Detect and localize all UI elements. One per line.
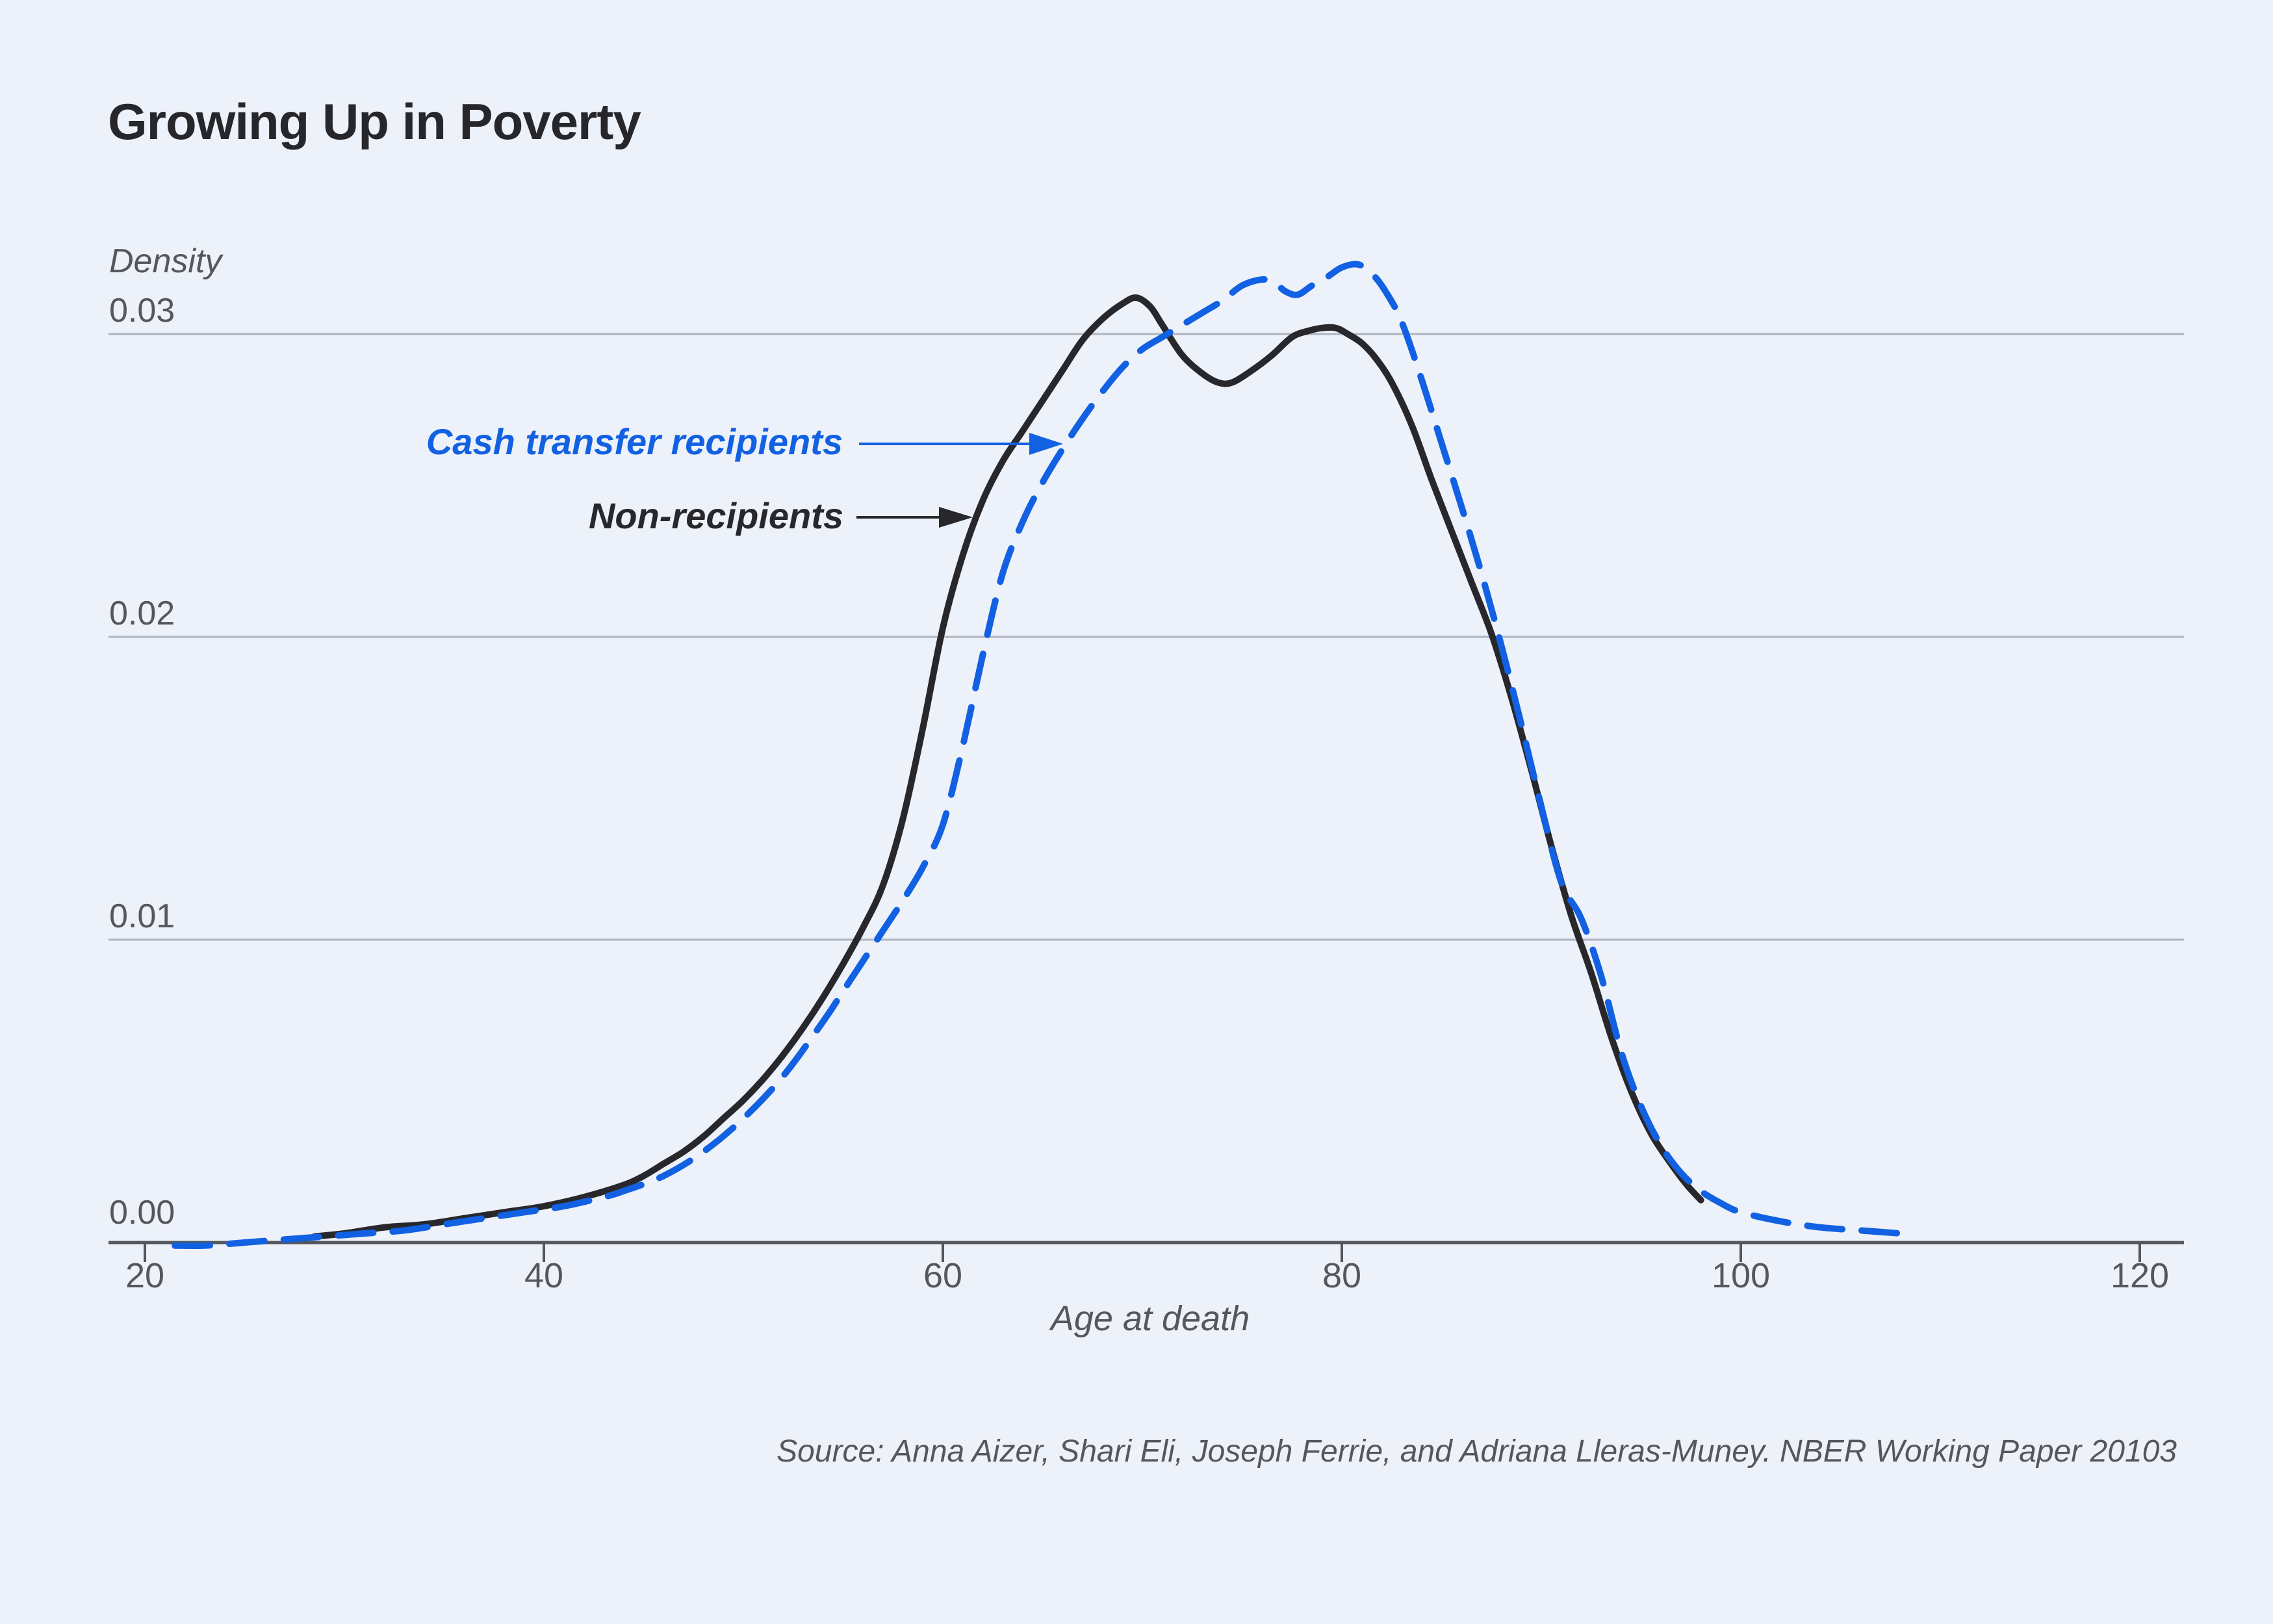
y-tick-label-002: 0.02	[109, 595, 175, 632]
legend-arrow-non-recipients-head	[939, 507, 973, 528]
x-tick-label-100: 100	[1711, 1256, 1771, 1295]
x-tick-label-20: 20	[125, 1256, 165, 1295]
y-tick-label-003: 0.03	[109, 292, 175, 329]
y-tick-label-001: 0.01	[109, 897, 175, 935]
x-tick-label-120: 120	[2110, 1256, 2170, 1295]
x-tick-label-40: 40	[524, 1256, 564, 1295]
curve-cash-transfer-recipients	[172, 261, 1904, 1250]
x-axis-title: Age at death	[1050, 1299, 1250, 1338]
page-title: Growing Up in Poverty	[108, 93, 641, 150]
x-tick-label-60: 60	[923, 1256, 963, 1295]
legend-label-non-recipients: Non-recipients	[588, 495, 843, 536]
y-tick-label-000: 0.00	[109, 1194, 175, 1231]
legend-label-cash-transfer-recipients: Cash transfer recipients	[426, 421, 843, 462]
x-tick-label-80: 80	[1322, 1256, 1362, 1295]
source-note: Source: Anna Aizer, Shari Eli, Joseph Fe…	[777, 1434, 2177, 1469]
y-axis-title: Density	[109, 242, 222, 280]
legend-arrow-cash-transfer-head	[1029, 433, 1063, 455]
